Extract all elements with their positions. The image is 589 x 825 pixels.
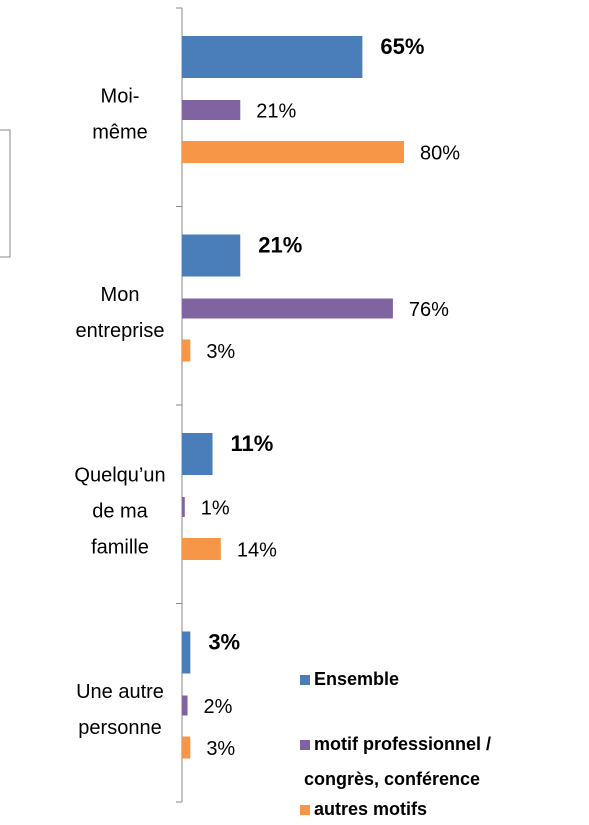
bar <box>182 538 221 560</box>
category-label: même <box>92 122 148 144</box>
bar <box>182 234 241 277</box>
value-label: 14% <box>237 539 277 561</box>
category-label: famille <box>91 537 149 559</box>
bar <box>182 433 213 475</box>
bar <box>182 141 404 163</box>
legend-label: Ensemble <box>314 669 399 689</box>
legend-label: congrès, conférence <box>304 769 480 789</box>
legend-label: motif professionnel / <box>314 734 491 754</box>
value-label: 3% <box>208 629 240 654</box>
value-label: 21% <box>256 100 296 122</box>
frame-fragment <box>0 129 11 258</box>
value-label: 11% <box>231 431 274 456</box>
bar <box>182 36 363 78</box>
category-label: Une autre <box>76 681 164 703</box>
category-label: Quelqu’un <box>74 465 165 487</box>
value-label: 3% <box>206 341 235 363</box>
bar <box>182 631 191 674</box>
bar <box>182 497 185 517</box>
legend-swatch <box>300 805 310 815</box>
value-label: 80% <box>420 142 460 164</box>
category-label: entreprise <box>76 320 165 342</box>
value-label: 1% <box>201 497 230 519</box>
category-label: Moi- <box>101 86 140 108</box>
value-label: 76% <box>409 299 449 321</box>
bar <box>182 100 241 120</box>
value-label: 65% <box>380 34 424 59</box>
category-label: personne <box>78 717 161 739</box>
legend-swatch <box>300 740 310 750</box>
bar <box>182 695 188 716</box>
value-label: 21% <box>258 232 302 257</box>
legend-swatch <box>300 675 310 685</box>
bar <box>182 298 393 319</box>
value-label: 2% <box>204 696 233 718</box>
bar <box>182 339 191 362</box>
category-label: Mon <box>101 284 140 306</box>
legend-label: autres motifs <box>314 799 427 819</box>
value-label: 3% <box>206 738 235 760</box>
bar <box>182 736 191 759</box>
category-label: de ma <box>92 501 148 523</box>
